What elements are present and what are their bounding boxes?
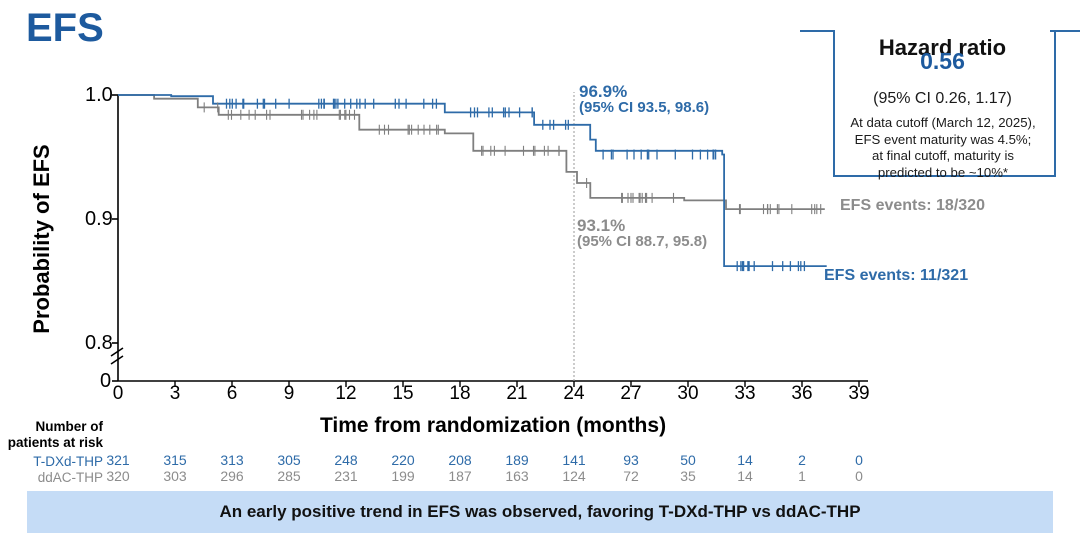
svg-text:163: 163 xyxy=(505,468,529,484)
svg-text:187: 187 xyxy=(448,468,472,484)
svg-text:315: 315 xyxy=(163,452,187,468)
svg-text:189: 189 xyxy=(505,452,529,468)
svg-text:231: 231 xyxy=(334,468,358,484)
svg-text:0: 0 xyxy=(855,452,863,468)
svg-text:303: 303 xyxy=(163,468,187,484)
svg-text:208: 208 xyxy=(448,452,472,468)
svg-text:313: 313 xyxy=(220,452,244,468)
svg-text:320: 320 xyxy=(106,468,130,484)
svg-text:296: 296 xyxy=(220,468,244,484)
svg-text:72: 72 xyxy=(623,468,639,484)
svg-text:285: 285 xyxy=(277,468,301,484)
svg-text:93: 93 xyxy=(623,452,639,468)
svg-text:14: 14 xyxy=(737,468,753,484)
svg-text:248: 248 xyxy=(334,452,358,468)
svg-text:321: 321 xyxy=(106,452,130,468)
svg-text:141: 141 xyxy=(562,452,586,468)
svg-text:14: 14 xyxy=(737,452,753,468)
svg-text:220: 220 xyxy=(391,452,415,468)
svg-text:35: 35 xyxy=(680,468,696,484)
svg-text:2: 2 xyxy=(798,452,806,468)
svg-text:50: 50 xyxy=(680,452,696,468)
svg-text:305: 305 xyxy=(277,452,301,468)
svg-text:124: 124 xyxy=(562,468,586,484)
svg-text:1: 1 xyxy=(798,468,806,484)
svg-text:0: 0 xyxy=(855,468,863,484)
svg-text:199: 199 xyxy=(391,468,415,484)
